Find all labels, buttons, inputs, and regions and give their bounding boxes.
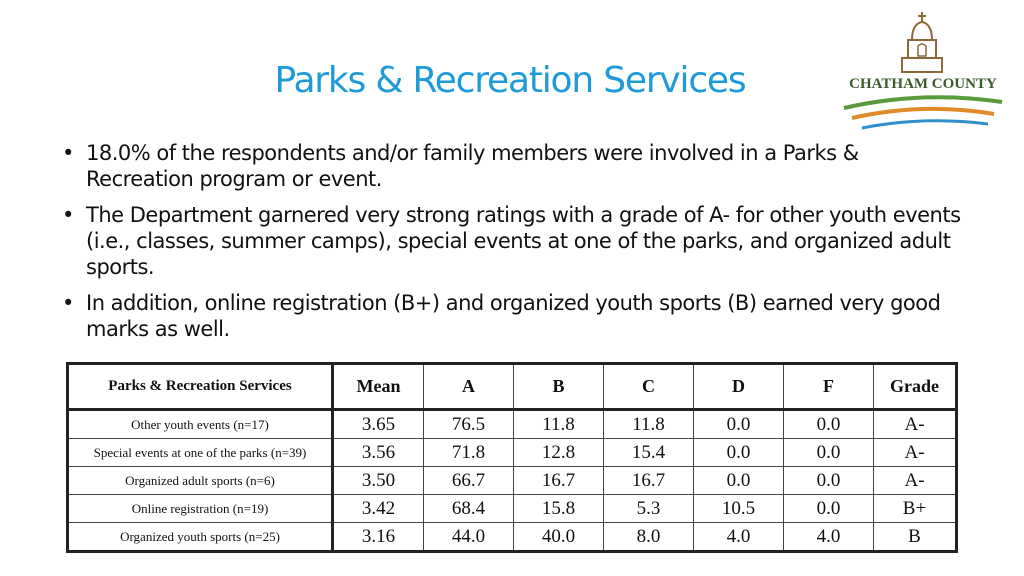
cell-f: 0.0 [783,438,874,467]
row-label: Special events at one of the parks (n=39… [67,438,334,467]
cell-f: 0.0 [783,494,874,523]
header-d: D [693,363,784,410]
table-row: Other youth events (n=17) 3.65 76.5 11.8… [67,409,957,439]
cell-d: 0.0 [693,466,784,495]
cell-d: 4.0 [693,522,784,552]
cell-grade: B+ [873,494,957,523]
cell-mean: 3.56 [332,438,424,467]
cell-a: 68.4 [423,494,514,523]
table-row: Organized adult sports (n=6) 3.50 66.7 1… [67,466,957,495]
cell-c: 8.0 [603,522,694,552]
logo-text: CHATHAM COUNTY [849,76,997,92]
bullet-item: • 18.0% of the respondents and/or family … [62,140,962,192]
cell-d: 10.5 [693,494,784,523]
cell-mean: 3.42 [332,494,424,523]
cell-a: 76.5 [423,409,514,439]
header-a: A [423,363,514,410]
row-label: Organized adult sports (n=6) [67,466,334,495]
header-f: F [783,363,874,410]
cell-a: 66.7 [423,466,514,495]
cell-c: 5.3 [603,494,694,523]
cell-mean: 3.65 [332,409,424,439]
bullet-item: • In addition, online registration (B+) a… [62,290,962,342]
bullet-dot: • [62,141,74,165]
cell-grade: A- [873,466,957,495]
cell-d: 0.0 [693,438,784,467]
bullet-list: • 18.0% of the respondents and/or family … [62,140,962,352]
table-row: Special events at one of the parks (n=39… [67,438,957,467]
cell-b: 15.8 [513,494,604,523]
grades-table: Parks & Recreation Services Mean A B C D… [66,362,958,553]
cell-a: 71.8 [423,438,514,467]
cell-c: 15.4 [603,438,694,467]
page-title: Parks & Recreation Services [274,60,747,101]
bullet-dot: • [62,291,74,315]
cell-b: 11.8 [513,409,604,439]
cell-f: 4.0 [783,522,874,552]
cell-grade: A- [873,438,957,467]
cell-d: 0.0 [693,409,784,439]
cell-mean: 3.16 [332,522,424,552]
row-label: Organized youth sports (n=25) [67,522,334,552]
cell-c: 11.8 [603,409,694,439]
bullet-item: • The Department garnered very strong rat… [62,202,962,280]
cell-grade: B [873,522,957,552]
row-label: Online registration (n=19) [67,494,334,523]
chatham-county-logo: CHATHAM COUNTY [843,12,1003,130]
cell-mean: 3.50 [332,466,424,495]
cell-b: 16.7 [513,466,604,495]
cell-f: 0.0 [783,466,874,495]
bullet-text: 18.0% of the respondents and/or family m… [86,141,859,191]
header-c: C [603,363,694,410]
header-mean: Mean [332,363,424,410]
cell-b: 12.8 [513,438,604,467]
header-grade: Grade [873,363,957,410]
courthouse-icon [901,12,943,73]
bullet-text: The Department garnered very strong rati… [86,203,961,279]
cell-f: 0.0 [783,409,874,439]
table-header-row: Parks & Recreation Services Mean A B C D… [67,363,957,410]
row-label: Other youth events (n=17) [67,409,334,439]
bullet-dot: • [62,203,74,227]
cell-grade: A- [873,409,957,439]
table-row: Organized youth sports (n=25) 3.16 44.0 … [67,522,957,552]
cell-c: 16.7 [603,466,694,495]
cell-b: 40.0 [513,522,604,552]
cell-a: 44.0 [423,522,514,552]
bullet-text: In addition, online registration (B+) an… [86,291,941,341]
header-service: Parks & Recreation Services [67,363,334,410]
table-row: Online registration (n=19) 3.42 68.4 15.… [67,494,957,523]
header-b: B [513,363,604,410]
